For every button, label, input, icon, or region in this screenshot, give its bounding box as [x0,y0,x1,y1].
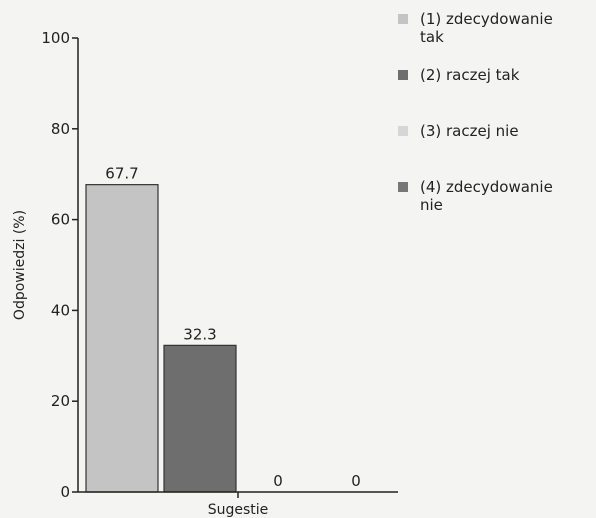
y-tick-label: 0 [60,483,70,501]
legend-label-2: (2) raczej tak [420,66,520,84]
bar-value-label-3: 0 [273,472,283,490]
legend-swatch-2 [398,70,408,80]
y-tick-label: 40 [51,301,70,319]
legend-label-1: (1) zdecydowanie [420,10,553,28]
value-labels: 67.7 32.3 0 0 [105,165,360,490]
bar-value-label-4: 0 [351,472,361,490]
bar-value-label-2: 32.3 [183,325,216,343]
legend-label-3: (3) raczej nie [420,122,519,140]
legend-item-4: (4) zdecydowanie nie [394,178,594,214]
y-tick-label: 20 [51,392,70,410]
legend-label-4-cont: nie [420,196,443,214]
x-axis-title: Sugestie [208,502,269,518]
legend-label-1-cont: tak [420,28,444,46]
legend-item-2: (2) raczej tak [394,66,594,84]
bar-value-label-1: 67.7 [105,165,138,183]
legend-swatch-1 [398,14,408,24]
bars [85,184,237,493]
y-axis-title: Odpowiedzi (%) [12,210,28,320]
legend-swatch-4 [398,182,408,192]
bar-1 [85,184,159,493]
legend-swatch-3 [398,126,408,136]
y-tick-label: 60 [51,211,70,229]
legend-item-1: (1) zdecydowanie tak [394,10,594,46]
legend-item-3: (3) raczej nie [394,122,594,140]
legend-label-4: (4) zdecydowanie [420,178,553,196]
y-axis-ticks: 0 20 40 60 80 100 [41,29,78,501]
legend: (1) zdecydowanie tak (2) raczej tak (3) … [394,10,594,234]
y-tick-label: 100 [41,29,70,47]
y-tick-label: 80 [51,120,70,138]
bar-2 [163,344,237,493]
